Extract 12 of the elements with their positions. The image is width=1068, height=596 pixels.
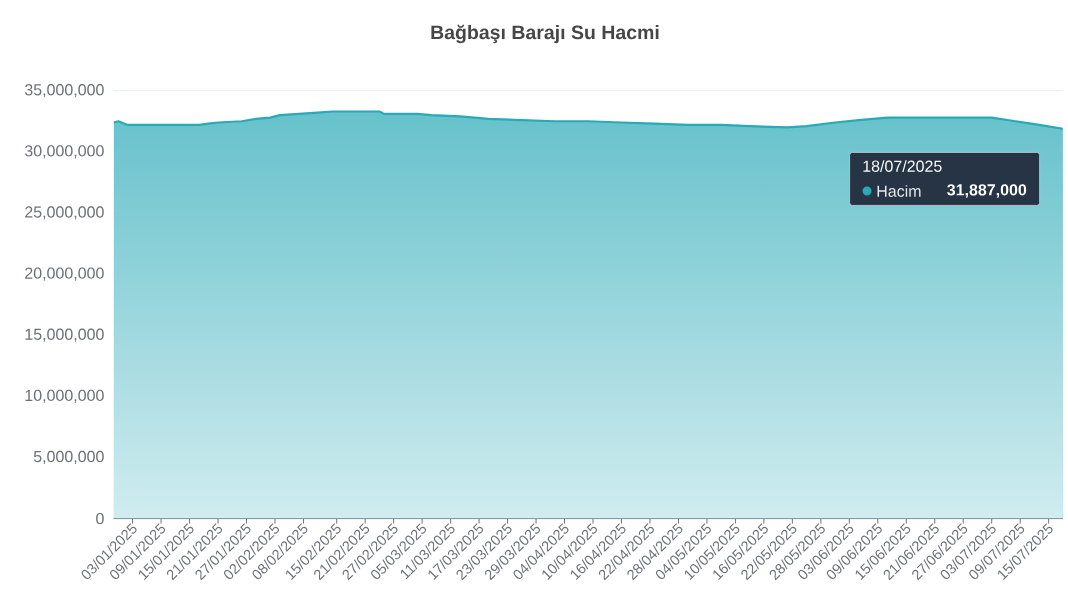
y-tick-label: 30,000,000 [24, 145, 104, 159]
y-tick-label: 15,000,000 [25, 328, 104, 342]
legend-label: Hacim [877, 185, 921, 197]
chart-title: Bağbaşı Barajı Su Hacmi [431, 24, 659, 44]
y-tick-label: 25,000,000 [25, 206, 104, 220]
y-tick-label: 10,000,000 [25, 389, 104, 403]
y-tick-label: 5,000,000 [33, 450, 104, 465]
annotation: 31,887,000 [947, 184, 1027, 198]
annotation: 18/07/2025 [863, 160, 942, 172]
y-tick-label: 35,000,000 [24, 84, 104, 98]
y-tick-label: 0 [96, 512, 104, 525]
y-tick-label: 20,000,000 [25, 267, 104, 281]
